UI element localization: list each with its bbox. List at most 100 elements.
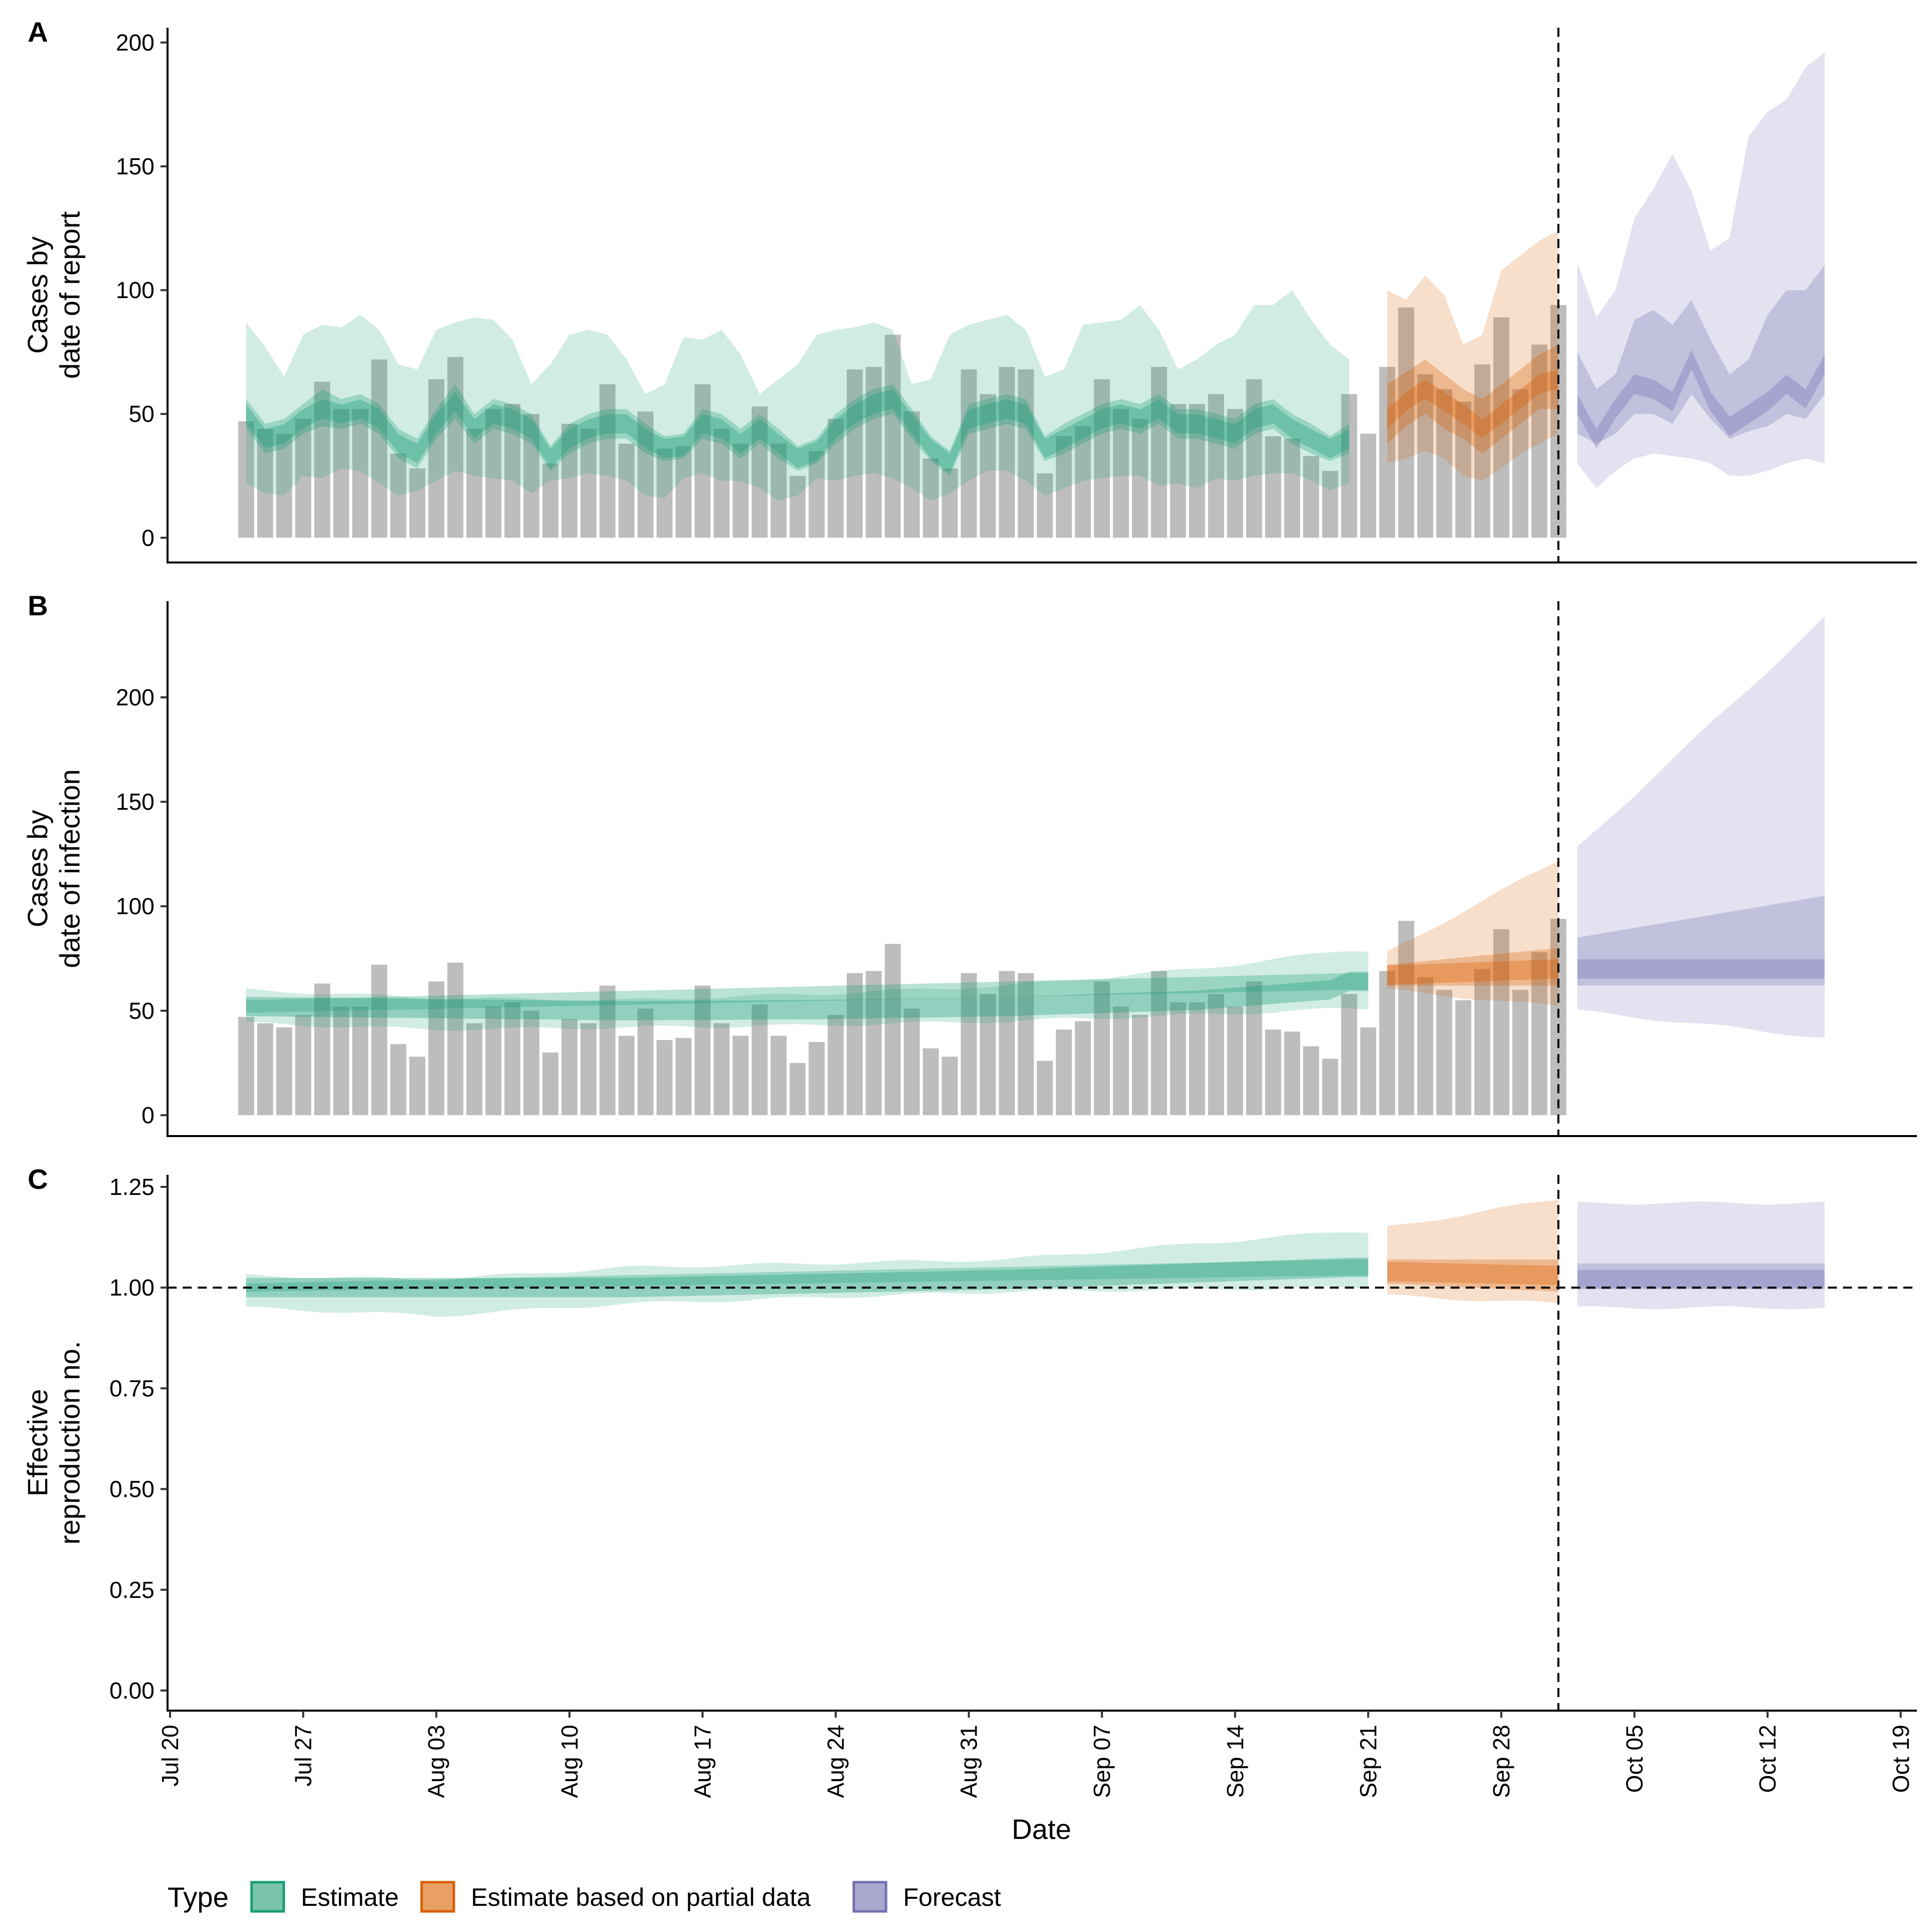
bar <box>960 973 977 1115</box>
y-axis-title: Cases bydate of report <box>22 211 86 379</box>
bar <box>1246 981 1262 1115</box>
band-50 <box>1387 1259 1559 1292</box>
bar <box>447 357 463 538</box>
bar <box>542 1052 558 1115</box>
x-tick-label: Aug 17 <box>689 1725 715 1798</box>
band-50 <box>246 1259 1369 1292</box>
bar <box>1455 401 1472 538</box>
bar <box>466 429 482 538</box>
legend-label: Estimate <box>301 1883 399 1911</box>
bar <box>523 414 540 538</box>
bar <box>1436 990 1453 1115</box>
y-tick-label: 100 <box>116 893 154 919</box>
y-axis-title-line: Cases by <box>22 810 53 927</box>
bar <box>694 384 711 538</box>
bar <box>1151 367 1167 538</box>
y-tick-label: 1.00 <box>109 1274 154 1301</box>
y-tick-label: 0.50 <box>109 1476 154 1502</box>
bar <box>295 1015 311 1115</box>
panel-B: 0 50 100 150 200 Cases bydate of infection B <box>22 590 1917 1137</box>
bar <box>980 994 996 1115</box>
bar <box>980 394 996 538</box>
bar <box>941 468 958 538</box>
panel-tag: C <box>28 1163 48 1195</box>
bar <box>504 1002 521 1115</box>
bar <box>1132 1015 1148 1115</box>
bar <box>1512 389 1528 538</box>
bar <box>1303 1046 1319 1115</box>
legend: Type Estimate Estimate based on partial da… <box>168 1881 1001 1913</box>
bar <box>1512 990 1528 1115</box>
bar <box>846 369 863 538</box>
bar <box>904 411 920 538</box>
bar <box>1379 971 1396 1115</box>
x-tick-label: Jul 20 <box>157 1725 183 1787</box>
bar <box>637 411 654 538</box>
bar <box>789 475 806 538</box>
y-tick-label: 0.00 <box>109 1677 154 1704</box>
bar <box>751 1004 768 1115</box>
bar <box>923 1048 939 1115</box>
bar <box>1265 1029 1281 1115</box>
bar <box>1208 394 1224 538</box>
bar <box>276 1027 292 1115</box>
band-20 <box>246 972 1369 1020</box>
bar <box>314 381 331 538</box>
bar <box>1036 473 1053 538</box>
bar <box>1493 317 1509 538</box>
bar <box>1360 434 1377 538</box>
x-tick-label: Oct 05 <box>1622 1725 1648 1793</box>
band-20 <box>1577 959 1825 979</box>
bar <box>1113 1006 1129 1115</box>
bar <box>1094 379 1110 538</box>
band-90 <box>1387 230 1559 481</box>
band-90 <box>1577 616 1825 1038</box>
band-90 <box>1387 861 1559 1006</box>
bar <box>295 419 311 538</box>
band-50 <box>1577 265 1825 444</box>
legend-label: Forecast <box>903 1883 1001 1911</box>
bar <box>618 1035 635 1115</box>
legend-item: Forecast <box>852 1881 1001 1913</box>
bar <box>1379 367 1396 538</box>
x-tick-label: Oct 19 <box>1888 1725 1914 1793</box>
bar <box>1531 952 1548 1115</box>
band-20 <box>246 1258 1369 1298</box>
y-tick-label: 1.25 <box>109 1174 154 1200</box>
band-50 <box>1387 344 1559 454</box>
band-20 <box>1577 350 1825 449</box>
bar <box>865 367 882 538</box>
bar <box>675 446 692 538</box>
bar <box>1398 307 1414 538</box>
series-forecast <box>1577 1201 1825 1310</box>
y-axis-title-line: Cases by <box>22 236 53 354</box>
y-tick-label: 0 <box>141 1102 154 1128</box>
bar <box>485 409 502 538</box>
bar <box>733 443 749 538</box>
bar <box>314 983 331 1115</box>
bar <box>1474 364 1491 538</box>
band-20 <box>1387 369 1559 439</box>
bar <box>637 1008 654 1115</box>
band-90 <box>1577 1201 1825 1310</box>
bar <box>504 404 521 538</box>
y-axis-title-line: date of report <box>54 211 86 379</box>
bar <box>809 451 825 538</box>
bar <box>1398 921 1414 1115</box>
bar <box>257 429 273 538</box>
bar <box>884 335 901 538</box>
legend-key <box>420 1881 455 1913</box>
bar <box>1227 409 1243 538</box>
bar <box>428 379 445 538</box>
bar <box>1056 436 1072 538</box>
bar <box>694 986 711 1115</box>
legend-label: Estimate based on partial data <box>471 1883 811 1911</box>
legend-key <box>250 1881 285 1913</box>
panel-C: 0.00 0.25 0.50 0.75 1.00 1.25 Effectivereprodu… <box>22 1163 1917 1845</box>
bar <box>485 1006 502 1115</box>
band-50 <box>1387 948 1559 986</box>
band-90 <box>1387 1200 1559 1304</box>
x-tick-label: Aug 24 <box>823 1725 849 1798</box>
y-tick-label: 200 <box>116 30 154 56</box>
y-tick-label: 150 <box>116 789 154 815</box>
